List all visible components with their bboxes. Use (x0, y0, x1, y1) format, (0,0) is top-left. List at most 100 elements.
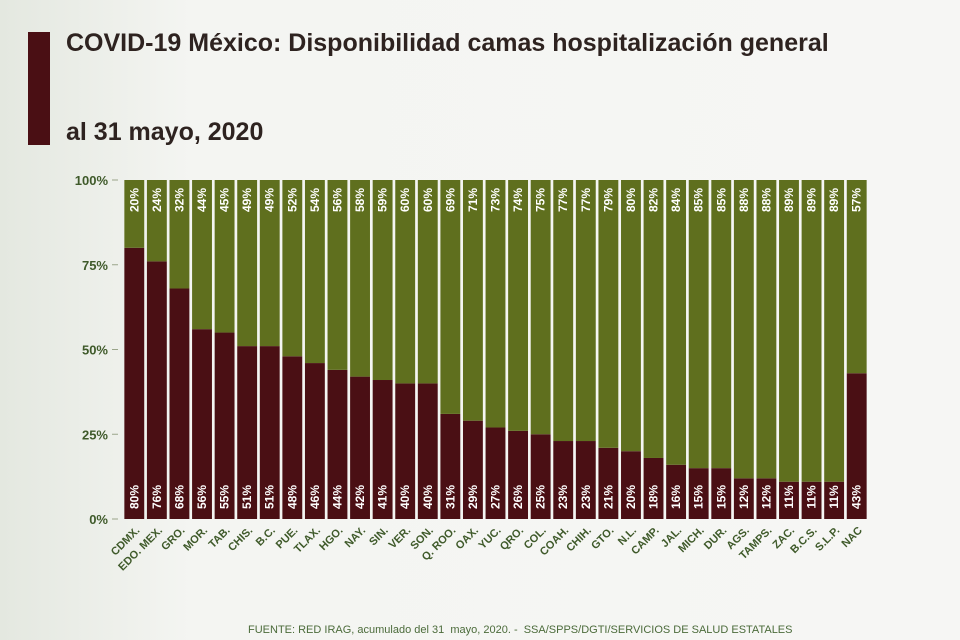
value-label: 84% (669, 188, 683, 212)
bar-segment (350, 376, 370, 519)
x-tick-label: MOR. (181, 525, 210, 554)
bar-segment (779, 180, 799, 482)
value-label: 51% (263, 485, 277, 509)
source-note: FUENTE: RED IRAG, acumulado del 31 mayo,… (248, 624, 793, 636)
value-label: 46% (308, 485, 322, 509)
bar-segment (327, 369, 348, 519)
value-label: 44% (195, 188, 209, 212)
value-label: 69% (443, 188, 457, 212)
bar-segment (395, 383, 416, 519)
value-label: 45% (218, 188, 232, 212)
bar-segment (259, 180, 280, 347)
value-label: 80% (624, 188, 638, 212)
bar-segment (824, 180, 845, 482)
bar-segment (530, 180, 551, 435)
chart-subtitle: al 31 mayo, 2020 (66, 118, 264, 146)
value-label: 40% (398, 485, 412, 509)
bar-segment (462, 180, 483, 421)
value-label: 15% (692, 485, 706, 509)
bar-segment (553, 441, 574, 519)
value-label: 57% (850, 188, 864, 212)
x-tick-label: QRO. (498, 525, 526, 553)
value-label: 18% (647, 485, 661, 509)
value-label: 44% (330, 485, 344, 509)
value-label: 26% (511, 485, 525, 509)
bar-segment (146, 180, 167, 262)
value-label: 79% (601, 188, 615, 212)
value-label: 21% (601, 485, 615, 509)
value-label: 31% (443, 485, 457, 509)
bar-segment (259, 346, 280, 519)
y-tick-label: 0% (89, 512, 108, 527)
bar-segment (304, 363, 325, 519)
value-label: 76% (150, 485, 164, 509)
value-label: 75% (534, 188, 548, 212)
value-label: 85% (692, 188, 706, 212)
bar-segment (304, 180, 325, 364)
x-tick-label: TLAX. (292, 525, 323, 556)
value-label: 51% (240, 485, 254, 509)
value-label: 20% (624, 485, 638, 509)
bar-segment (214, 180, 235, 333)
value-label: 74% (511, 188, 525, 212)
bar-segment (575, 441, 596, 519)
bar-segment (237, 346, 258, 519)
bar-segment (282, 180, 303, 357)
bar-segment (395, 180, 416, 384)
bar-segment (733, 180, 754, 479)
value-label: 85% (714, 188, 728, 212)
bar-segment (598, 180, 619, 448)
bar-segment (756, 180, 777, 479)
value-label: 56% (330, 188, 344, 212)
bar-segment (440, 180, 461, 414)
x-tick-label: HGO. (317, 525, 345, 553)
bar-segment (846, 373, 867, 519)
value-label: 27% (489, 485, 503, 509)
value-label: 24% (150, 188, 164, 212)
value-label: 11% (827, 485, 841, 509)
bar-segment (598, 447, 619, 519)
bar-segment (688, 468, 709, 519)
value-label: 60% (421, 188, 435, 212)
bar-segment (146, 261, 167, 519)
value-label: 59% (376, 188, 390, 212)
x-tick-label: GTO. (589, 525, 616, 552)
bar-segment (417, 180, 438, 384)
bar-segment (666, 464, 687, 519)
value-label: 20% (127, 188, 141, 212)
bar-segment (801, 481, 822, 519)
value-label: 23% (556, 485, 570, 509)
value-label: 11% (805, 485, 819, 509)
bar-segment (124, 180, 145, 248)
value-label: 49% (263, 188, 277, 212)
value-label: 73% (489, 188, 503, 212)
value-label: 55% (218, 485, 232, 509)
value-label: 11% (782, 485, 796, 509)
value-label: 29% (466, 485, 480, 509)
bar-segment (485, 427, 506, 519)
value-label: 89% (805, 188, 819, 212)
y-tick-label: 25% (82, 427, 108, 442)
bar-segment (192, 329, 212, 519)
bar-segment (462, 420, 483, 519)
bar-segment (801, 180, 822, 482)
value-label: 48% (285, 485, 299, 509)
bar-segment (688, 180, 709, 469)
y-tick-label: 75% (82, 258, 108, 273)
value-label: 56% (195, 485, 209, 509)
bar-segment (214, 332, 235, 519)
bar-segment (643, 180, 664, 458)
accent-bar (28, 32, 50, 145)
bar-segment (643, 457, 664, 519)
bar-segment (350, 180, 370, 377)
value-label: 43% (850, 485, 864, 509)
bar-segment (711, 180, 732, 469)
bar-segment (575, 180, 596, 442)
value-label: 32% (172, 188, 186, 212)
x-tick-label: DUR. (702, 525, 729, 552)
value-label: 25% (534, 485, 548, 509)
value-label: 77% (579, 188, 593, 212)
value-label: 52% (285, 188, 299, 212)
x-tick-label: S.L.P. (813, 525, 842, 554)
